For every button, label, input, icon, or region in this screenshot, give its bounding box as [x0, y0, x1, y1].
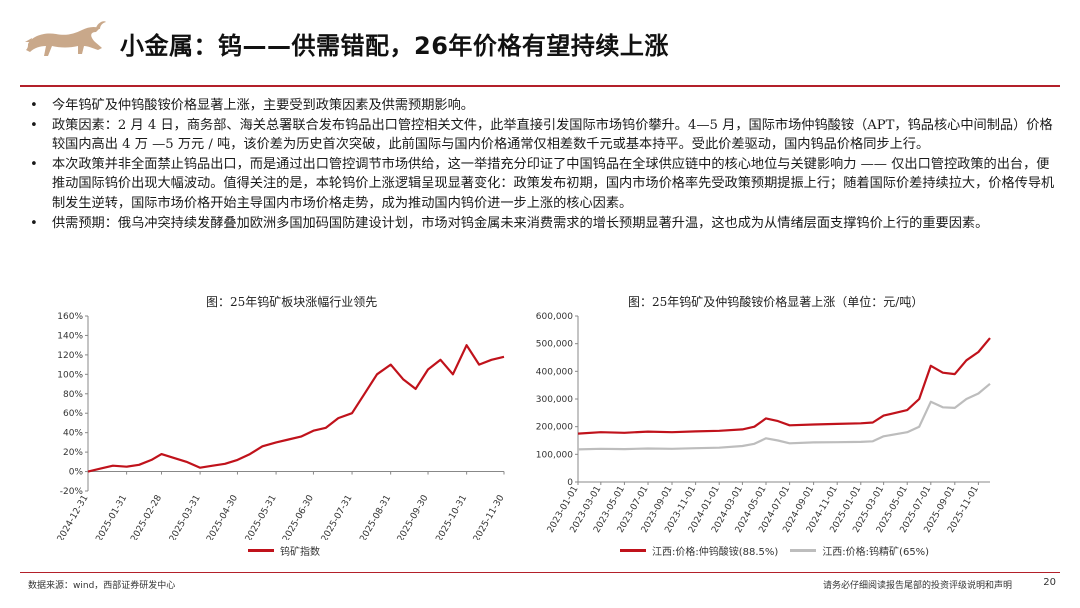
- legend-label: 江西:价格:钨精矿(65%): [822, 547, 930, 558]
- x-tick-label: 2025-09-30: [396, 493, 431, 540]
- y-tick-label: 20%: [63, 448, 83, 458]
- y-tick-label: 0%: [69, 468, 84, 478]
- legend-item: 江西:价格:仲钨酸铵(88.5%): [620, 543, 778, 558]
- x-tick-label: 2025-03-31: [168, 494, 203, 541]
- company-logo: [22, 14, 108, 70]
- title-divider: [20, 85, 1060, 87]
- x-tick-label: 2025-06-30: [281, 493, 316, 540]
- x-tick-label: 2025-02-28: [129, 493, 164, 540]
- legend-label: 江西:价格:仲钨酸铵(88.5%): [652, 547, 779, 558]
- y-tick-label: 0: [567, 478, 573, 488]
- y-tick-label: -20%: [60, 487, 84, 497]
- x-tick-label: 2025-05-31: [244, 494, 279, 541]
- y-tick-label: 100,000: [536, 450, 573, 460]
- legend-item: 钨矿指数: [248, 543, 320, 558]
- disclaimer: 请务必仔细阅读报告尾部的投资评级说明和声明: [822, 581, 1012, 591]
- right-figure-caption: 图：25年钨矿及仲钨酸铵价格显著上涨（单位：元/吨）: [628, 295, 924, 309]
- page-number: 20: [1043, 577, 1056, 588]
- y-tick-label: 300,000: [536, 395, 573, 405]
- y-tick-label: 500,000: [536, 340, 573, 350]
- series-line: [87, 344, 505, 473]
- bullet-list: 今年钨矿及仲钨酸铵价格显著上涨，主要受到政策因素及供需预期影响。 政策因素：2 …: [28, 96, 1056, 233]
- y-tick-label: 140%: [57, 331, 83, 341]
- right-chart: 0 100,000 200,000 300,000 400,000 500,000 600,…: [530, 308, 1050, 540]
- x-tick-label: 2025-10-31: [434, 494, 469, 541]
- series-line: [577, 382, 991, 451]
- x-tick-label: 2025-08-31: [358, 494, 393, 541]
- legend-swatch: [790, 549, 817, 552]
- y-tick-label: 200,000: [536, 423, 573, 433]
- y-tick-label: 400,000: [536, 367, 573, 377]
- x-tick-label: 2025-11-30: [472, 493, 507, 540]
- right-chart-legend: 江西:价格:仲钨酸铵(88.5%) 江西:价格:钨精矿(65%): [620, 543, 941, 558]
- bullet-item: 本次政策并非全面禁止钨品出口，而是通过出口管控调节市场供给，这一举措充分印证了中…: [28, 155, 1056, 214]
- series-line: [577, 337, 991, 435]
- bullet-item: 供需预期：俄乌冲突持续发酵叠加欧洲多国加码国防建设计划，市场对钨金属未来消费需求…: [28, 214, 1056, 234]
- left-chart: -20% 0% 20% 40% 60% 80% 100% 120% 140% 160% 2024-1…: [40, 308, 520, 540]
- legend-swatch: [248, 549, 274, 552]
- y-tick-label: 160%: [57, 312, 83, 322]
- x-tick-label: 2025-01-31: [94, 494, 129, 541]
- y-tick-label: 60%: [63, 409, 83, 419]
- y-tick-label: 100%: [57, 370, 83, 380]
- data-source: 数据来源：wind，西部证券研发中心: [28, 581, 176, 591]
- legend-label: 钨矿指数: [280, 547, 320, 558]
- left-chart-legend: 钨矿指数: [248, 543, 332, 558]
- bullet-item: 今年钨矿及仲钨酸铵价格显著上涨，主要受到政策因素及供需预期影响。: [28, 96, 1056, 116]
- footer-divider: [20, 572, 1060, 573]
- legend-item: 江西:价格:钨精矿(65%): [790, 543, 929, 558]
- y-tick-label: 600,000: [536, 312, 573, 322]
- page-title: 小金属：钨——供需错配，26年价格有望持续上涨: [120, 32, 669, 60]
- y-tick-label: 80%: [63, 390, 83, 400]
- y-tick-label: 120%: [57, 351, 83, 361]
- x-tick-label: 2024-12-31: [56, 494, 91, 541]
- x-tick-label: 2025-07-31: [320, 494, 355, 541]
- y-tick-label: 40%: [63, 429, 83, 439]
- x-tick-label: 2025-04-30: [205, 493, 240, 540]
- bullet-item: 政策因素：2 月 4 日，商务部、海关总署联合发布钨品出口管控相关文件，此举直接…: [28, 116, 1056, 155]
- left-figure-caption: 图：25年钨矿板块涨幅行业领先: [206, 295, 378, 309]
- legend-swatch: [620, 549, 646, 552]
